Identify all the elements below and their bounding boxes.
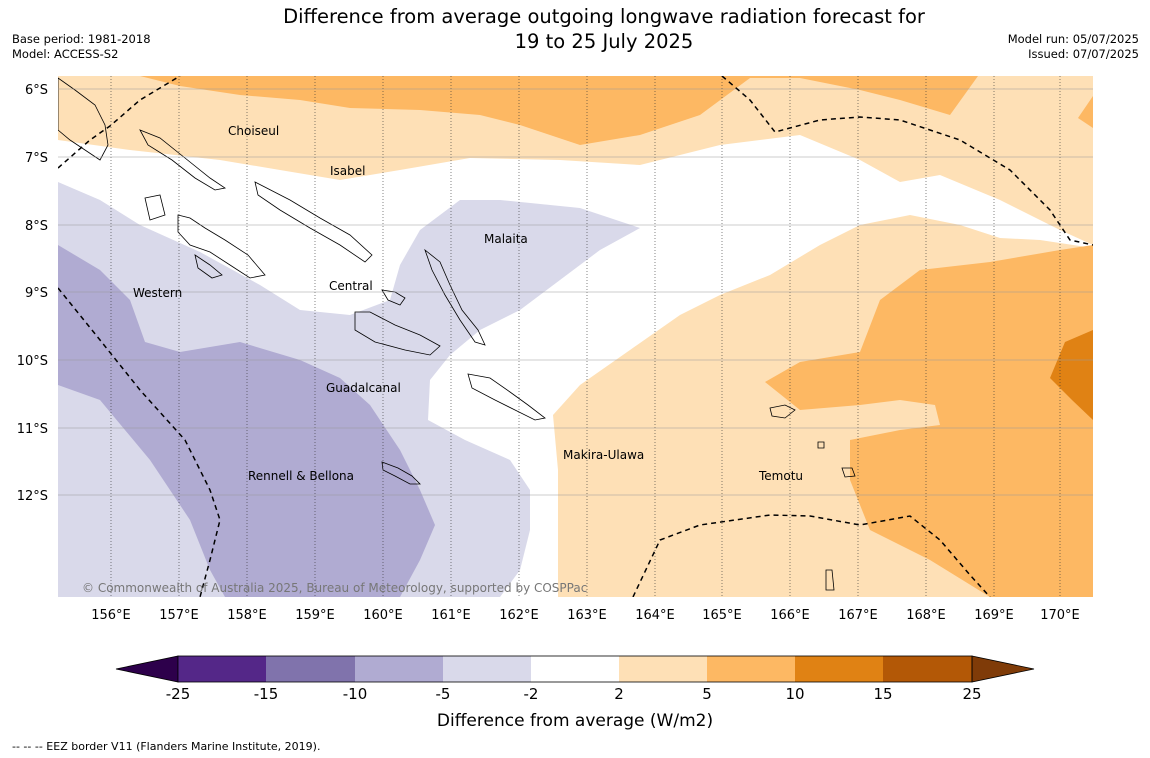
colorbar-tick-label: -5 <box>436 685 451 703</box>
colorbar-bin-m5-m2 <box>443 656 531 682</box>
colorbar-title: Difference from average (W/m2) <box>437 711 713 731</box>
colorbar-tick-label: 15 <box>873 685 892 703</box>
graticule <box>58 76 1093 597</box>
eez-legend: -- -- -- EEZ border V11 (Flanders Marine… <box>12 740 321 753</box>
colorbar-tick-label: -10 <box>343 685 368 703</box>
eez-border-south <box>632 514 991 597</box>
region-label-guadalcanal: Guadalcanal <box>326 381 401 395</box>
island-isabel <box>254 181 373 263</box>
island-makira <box>467 373 546 421</box>
longitude-tick-label: 165°E <box>702 608 742 623</box>
longitude-labels: 156°E 157°E 158°E 159°E 160°E 161°E 162°E 163°E… <box>91 608 1080 623</box>
colorbar-labels: -25 -15 -10 -5 -2 2 5 10 15 25 <box>166 685 982 703</box>
longitude-tick-label: 159°E <box>295 608 335 623</box>
island-rennell <box>381 461 421 485</box>
colorbar-tick-label: 2 <box>614 685 624 703</box>
meta-right: Model run: 05/07/2025 Issued: 07/07/2025 <box>1008 32 1139 62</box>
island-bougainville <box>58 77 109 161</box>
eez-borders <box>58 76 1093 597</box>
island-florida <box>381 289 406 306</box>
model-name: Model: ACCESS-S2 <box>12 47 119 61</box>
longitude-tick-label: 167°E <box>838 608 878 623</box>
colorbar-bin-m10-m5 <box>355 656 443 682</box>
region-label-isabel: Isabel <box>330 164 365 178</box>
region-label-western: Western <box>133 286 182 300</box>
region-label-choiseul: Choiseul <box>228 124 279 138</box>
longitude-tick-label: 164°E <box>635 608 675 623</box>
coastlines <box>58 77 856 591</box>
eez-border-west <box>58 287 221 597</box>
island-newgeorgia <box>177 214 266 279</box>
colorbar-tick-label: -2 <box>524 685 539 703</box>
longitude-tick-label: 168°E <box>906 608 946 623</box>
longitude-tick-label: 156°E <box>91 608 131 623</box>
longitude-tick-label: 158°E <box>227 608 267 623</box>
colorbar-bin-5-10 <box>707 656 795 682</box>
region-label-makira: Makira-Ulawa <box>563 448 644 462</box>
colorbar-tick-label: 25 <box>962 685 981 703</box>
island-rendova <box>194 254 223 279</box>
title-line-1: Difference from average outgoing longwav… <box>283 5 925 28</box>
island-shortland <box>144 194 166 221</box>
anomaly-area-gt5-corner <box>1078 96 1093 128</box>
anomaly-area-lt-m5-west <box>58 245 435 597</box>
longitude-tick-label: 166°E <box>770 608 810 623</box>
anomaly-area-gt5-southeast <box>765 245 1093 597</box>
colorbar-bin-m2-2 <box>531 656 619 682</box>
eez-border-northwest <box>58 76 181 169</box>
colorbar-bin-10-15 <box>795 656 883 682</box>
latitude-tick-label: 9°S <box>25 286 48 301</box>
anomaly-area-gt5-north <box>140 76 978 145</box>
latitude-tick-label: 6°S <box>25 83 48 98</box>
eez-border-northeast <box>721 76 1093 246</box>
colorbar-bin-2-5 <box>619 656 707 682</box>
latitude-tick-label: 12°S <box>17 489 48 504</box>
island-santacruz <box>769 404 796 419</box>
colorbar-tick-label: 5 <box>702 685 712 703</box>
longitude-tick-label: 157°E <box>159 608 199 623</box>
latitude-tick-label: 11°S <box>17 422 48 437</box>
colorbar-tick-label: 10 <box>785 685 804 703</box>
colorbar-extend-low <box>115 655 179 683</box>
island-choiseul <box>139 129 227 191</box>
chart-title: Difference from average outgoing longwav… <box>230 4 978 54</box>
island-malaita <box>424 248 486 346</box>
colorbar: -25 -15 -10 -5 -2 2 5 10 15 25 Difference from av… <box>115 655 1035 731</box>
region-label-central: Central <box>329 279 373 293</box>
longitude-tick-label: 160°E <box>363 608 403 623</box>
latitude-tick-label: 7°S <box>25 151 48 166</box>
longitude-tick-label: 161°E <box>431 608 471 623</box>
colorbar-bin-15-25 <box>883 656 972 682</box>
base-period: Base period: 1981-2018 <box>12 32 151 46</box>
colorbar-tick-label: -15 <box>254 685 279 703</box>
latitude-tick-label: 10°S <box>17 354 48 369</box>
longitude-tick-label: 170°E <box>1040 608 1080 623</box>
longitude-tick-label: 169°E <box>974 608 1014 623</box>
island-vanikoro <box>817 441 825 449</box>
latitude-tick-label: 8°S <box>25 219 48 234</box>
issued-date: Issued: 07/07/2025 <box>1028 47 1139 61</box>
colorbar-bin-m25-m15 <box>178 656 266 682</box>
anomaly-area-gt10-east <box>1050 330 1093 420</box>
longitude-tick-label: 162°E <box>499 608 539 623</box>
region-label-malaita: Malaita <box>484 232 528 246</box>
island-guadalcanal <box>354 311 441 356</box>
colorbar-frame <box>177 655 973 683</box>
title-line-2: 19 to 25 July 2025 <box>514 30 694 53</box>
region-label-rennell: Rennell & Bellona <box>248 469 354 483</box>
copyright-text: © Commonwealth of Australia 2025, Bureau… <box>82 581 587 595</box>
island-utupua <box>841 467 856 478</box>
colorbar-extend-high <box>971 655 1035 683</box>
meta-left: Base period: 1981-2018 Model: ACCESS-S2 <box>12 32 151 62</box>
colorbar-tick-label: -25 <box>166 685 191 703</box>
map-field: Choiseul Isabel Malaita Western Central … <box>58 76 1093 597</box>
region-label-temotu: Temotu <box>758 469 803 483</box>
colorbar-bin-m15-m10 <box>266 656 355 682</box>
longitude-tick-label: 163°E <box>567 608 607 623</box>
latitude-labels: 6°S 7°S 8°S 9°S 10°S 11°S 12°S <box>17 83 48 504</box>
model-run: Model run: 05/07/2025 <box>1007 32 1139 46</box>
island-tikopia <box>825 569 835 591</box>
